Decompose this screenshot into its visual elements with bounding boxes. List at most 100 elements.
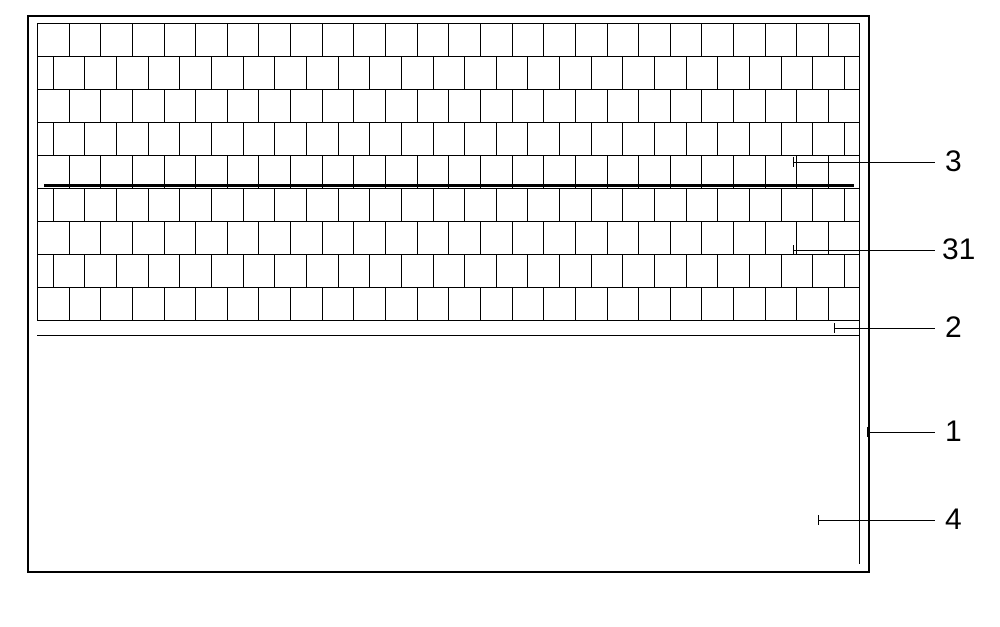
- brick: [813, 123, 845, 155]
- brick: [259, 222, 291, 254]
- brick: [465, 189, 497, 221]
- brick: [402, 255, 434, 287]
- brick: [38, 24, 70, 56]
- brick: [797, 90, 829, 122]
- brick: [307, 189, 339, 221]
- brick: [434, 57, 466, 89]
- brick: [766, 24, 798, 56]
- callout-label: 1: [945, 415, 962, 449]
- brick: [750, 57, 782, 89]
- brick: [497, 255, 529, 287]
- brick: [117, 189, 149, 221]
- brick: [149, 123, 181, 155]
- brick: [797, 288, 829, 320]
- brick: [354, 288, 386, 320]
- brick: [370, 189, 402, 221]
- brick: [275, 189, 307, 221]
- brick: [275, 255, 307, 287]
- brick: [212, 57, 244, 89]
- brick: [513, 24, 545, 56]
- brick: [782, 255, 814, 287]
- brick: [434, 189, 466, 221]
- brick: [149, 255, 181, 287]
- brick: [196, 90, 228, 122]
- leader-line: [818, 520, 935, 521]
- brick: [180, 57, 212, 89]
- brick: [560, 123, 592, 155]
- brick: [829, 90, 860, 122]
- brick: [813, 255, 845, 287]
- brick: [259, 288, 291, 320]
- brick: [766, 288, 798, 320]
- brick: [117, 255, 149, 287]
- brick: [782, 57, 814, 89]
- brick: [845, 189, 860, 221]
- brick: [829, 288, 860, 320]
- brick: [38, 288, 70, 320]
- brick: [85, 57, 117, 89]
- brick: [813, 57, 845, 89]
- brick: [639, 222, 671, 254]
- brick: [101, 222, 133, 254]
- brick: [639, 288, 671, 320]
- brick: [513, 288, 545, 320]
- brick: [402, 57, 434, 89]
- brick: [244, 189, 276, 221]
- brick: [813, 189, 845, 221]
- brick-row: [38, 288, 860, 321]
- brick: [133, 90, 165, 122]
- brick: [481, 288, 513, 320]
- brick: [481, 90, 513, 122]
- brick-row: [38, 123, 860, 156]
- brick: [339, 123, 371, 155]
- brick: [165, 24, 197, 56]
- brick: [38, 90, 70, 122]
- brick: [639, 90, 671, 122]
- brick: [402, 189, 434, 221]
- brick-row: [38, 90, 860, 123]
- emphasis-line: [44, 184, 854, 187]
- brick: [54, 123, 86, 155]
- brick: [829, 24, 860, 56]
- brick: [291, 288, 323, 320]
- brick: [718, 123, 750, 155]
- brick: [671, 222, 703, 254]
- brick-half: [38, 189, 54, 221]
- brick: [560, 57, 592, 89]
- brick: [750, 255, 782, 287]
- brick: [117, 57, 149, 89]
- brick: [244, 57, 276, 89]
- brick: [85, 123, 117, 155]
- brick: [449, 24, 481, 56]
- brick: [117, 123, 149, 155]
- brick: [70, 222, 102, 254]
- brick: [133, 222, 165, 254]
- brick: [497, 123, 529, 155]
- brick: [560, 189, 592, 221]
- brick-row: [38, 189, 860, 222]
- brick: [386, 222, 418, 254]
- brick: [434, 123, 466, 155]
- leader-tick: [793, 245, 794, 255]
- brick: [228, 288, 260, 320]
- brick: [402, 123, 434, 155]
- brick: [133, 24, 165, 56]
- brick: [291, 222, 323, 254]
- brick: [259, 24, 291, 56]
- brick: [576, 288, 608, 320]
- brick: [101, 24, 133, 56]
- callout-label: 31: [942, 233, 975, 267]
- brick: [85, 189, 117, 221]
- brick: [623, 189, 655, 221]
- brick: [196, 24, 228, 56]
- brick: [212, 189, 244, 221]
- brick: [418, 288, 450, 320]
- brick: [544, 24, 576, 56]
- brick: [544, 90, 576, 122]
- brick: [70, 24, 102, 56]
- brick: [671, 24, 703, 56]
- brick: [307, 57, 339, 89]
- brick: [212, 255, 244, 287]
- brick: [544, 288, 576, 320]
- brick: [275, 57, 307, 89]
